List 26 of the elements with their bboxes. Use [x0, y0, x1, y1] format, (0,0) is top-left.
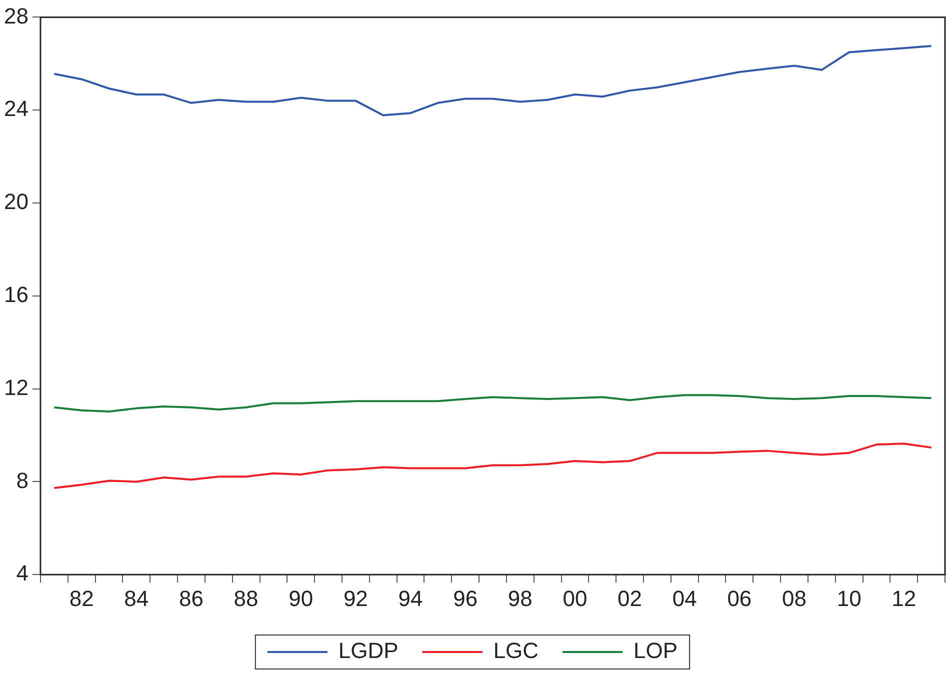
y-tick-label: 20 [4, 189, 28, 214]
y-tick-label: 16 [4, 282, 28, 307]
x-tick-label: 84 [124, 586, 149, 611]
legend-label: LOP [634, 638, 678, 664]
x-tick-label: 10 [836, 586, 862, 611]
x-tick-label: 12 [892, 586, 916, 611]
x-tick-label: 98 [508, 586, 532, 611]
x-tick-label: 06 [727, 586, 752, 611]
y-tick-label: 24 [4, 96, 28, 122]
x-tick-label: 00 [562, 586, 588, 611]
x-tick-label: 96 [453, 586, 478, 611]
x-tick-label: 92 [343, 586, 368, 611]
x-tick-label: 08 [782, 586, 806, 611]
legend-label: LGC [493, 638, 539, 664]
legend-label: LGDP [338, 638, 398, 664]
x-tick-label: 86 [178, 586, 204, 611]
y-tick-label: 28 [4, 3, 28, 28]
x-tick-label: 02 [618, 586, 642, 611]
x-tick-label: 82 [69, 586, 94, 611]
x-tick-label: 94 [398, 586, 423, 611]
y-tick-label: 4 [16, 560, 28, 586]
y-tick-label: 8 [16, 468, 28, 493]
x-tick-label: 88 [234, 586, 258, 611]
y-tick-label: 12 [4, 374, 28, 400]
x-tick-label: 90 [288, 586, 314, 611]
x-tick-label: 04 [672, 586, 697, 611]
